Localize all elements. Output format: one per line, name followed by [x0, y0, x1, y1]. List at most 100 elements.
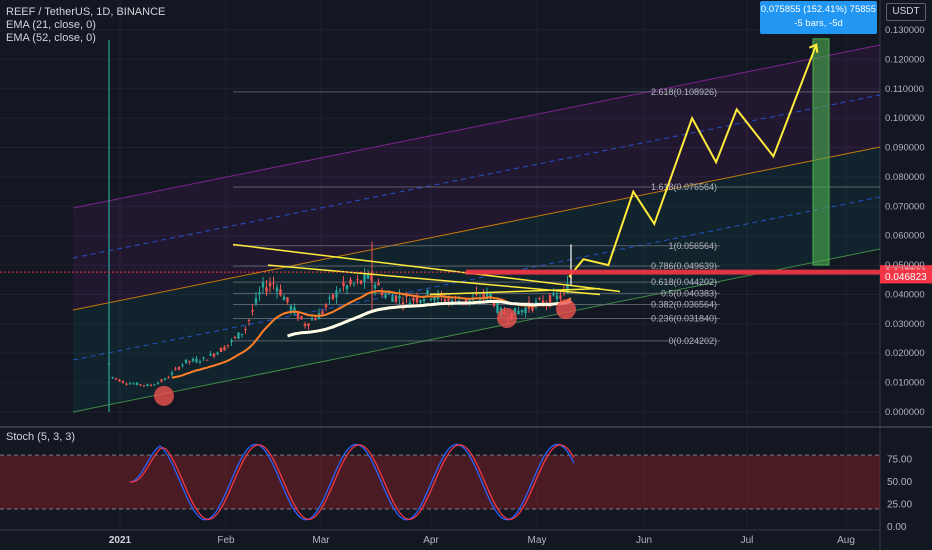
candle-body — [552, 293, 555, 296]
symbol-legend[interactable]: REEF / TetherUS, 1D, BINANCE — [6, 6, 166, 18]
candle-body — [296, 312, 300, 319]
resistance-trendline — [232, 243, 621, 293]
price-tick-label: 0.130000 — [885, 25, 925, 36]
candle-body — [167, 377, 170, 379]
time-tick-label: Jun — [636, 535, 652, 546]
candle-body — [422, 299, 426, 302]
candle-body — [219, 347, 223, 352]
fib-label: 0(0.024202) — [668, 336, 717, 346]
candle-body — [128, 383, 132, 385]
projection-path — [568, 44, 818, 278]
price-tick-label: 0.080000 — [885, 172, 925, 183]
channel-fill — [73, 147, 880, 412]
candle-body — [338, 290, 342, 292]
ema21-line — [171, 289, 572, 379]
fib-label: 1(0.056564) — [668, 241, 717, 251]
candle-body — [261, 282, 265, 288]
candle-body — [314, 318, 317, 321]
ema52-legend[interactable]: EMA (52, close, 0) — [6, 32, 96, 44]
ema21-legend[interactable]: EMA (21, close, 0) — [6, 19, 96, 31]
fib-label: 2.618(0.108926) — [651, 87, 717, 97]
candle-body — [352, 283, 356, 285]
candle-body — [496, 302, 499, 313]
candle-body — [398, 295, 401, 299]
channel-line — [72, 248, 881, 413]
candle-body — [202, 357, 205, 359]
stoch-legend[interactable]: Stoch (5, 3, 3) — [6, 431, 76, 443]
ema52-line — [287, 299, 572, 338]
candle-body — [394, 295, 398, 302]
candle-body — [345, 285, 349, 290]
fib-label: 0.618(0.044202) — [651, 277, 717, 287]
candle-body — [373, 284, 377, 289]
candle-body — [181, 364, 184, 366]
candle-body — [223, 346, 226, 351]
fib-label: 1.618(0.076564) — [651, 182, 717, 192]
candle-body — [321, 311, 324, 314]
price-tick-label: 0.100000 — [885, 113, 925, 124]
candle-body — [184, 359, 188, 364]
candle-body — [156, 382, 160, 384]
price-tick-label: 0.090000 — [885, 143, 925, 154]
time-tick-label: 2021 — [109, 535, 132, 546]
candle-body — [429, 298, 433, 300]
candle-body — [349, 279, 352, 285]
candle-body — [303, 323, 307, 327]
candle-body — [174, 368, 177, 370]
candle-body — [331, 294, 335, 299]
candle-body — [226, 344, 230, 346]
candle-body — [275, 287, 279, 292]
candle-body — [534, 301, 538, 305]
candle-body — [188, 360, 191, 362]
time-tick-label: Feb — [217, 535, 235, 546]
candle-body — [258, 292, 261, 295]
candle-body — [198, 361, 202, 363]
candle-body — [212, 353, 216, 357]
candle-body — [209, 354, 212, 356]
candle-body — [513, 307, 517, 315]
candle-body — [555, 295, 559, 300]
candle-body — [310, 319, 314, 321]
price-tick-label: 0.030000 — [885, 319, 925, 330]
stoch-tick-label: 75.00 — [887, 455, 912, 466]
fib-label: 0.786(0.049639) — [651, 261, 717, 271]
stoch-tick-label: 50.00 — [887, 477, 912, 488]
currency-button[interactable]: USDT — [886, 3, 926, 21]
candle-body — [121, 381, 125, 383]
candle-body — [289, 305, 293, 311]
candle-body — [177, 367, 181, 370]
candle-body — [433, 297, 436, 301]
candle-body — [489, 293, 492, 298]
candle-body — [191, 358, 195, 362]
candle-body — [517, 310, 520, 315]
candle-body — [118, 379, 121, 382]
candle-body — [170, 372, 174, 375]
candle-body — [405, 295, 408, 297]
projection-arrowhead — [808, 43, 819, 53]
candle-body — [251, 309, 254, 312]
candle-body — [237, 332, 240, 339]
candle-body — [541, 300, 545, 305]
candle-body — [254, 298, 258, 304]
candle-body — [139, 384, 142, 386]
candle-body — [300, 316, 303, 320]
stoch-tick-label: 0.00 — [887, 522, 907, 533]
candle-body — [142, 385, 146, 387]
candle-body — [482, 292, 485, 298]
candle-body — [468, 299, 471, 301]
low-marker-circle — [154, 385, 174, 406]
measure-line1: 0.075855 (152.41%) 75855 — [760, 4, 877, 15]
candle-body — [247, 319, 251, 321]
candle-body — [272, 283, 275, 285]
time-tick-label: Jul — [741, 535, 754, 546]
candle-body — [408, 302, 412, 306]
candle-body — [401, 302, 405, 305]
candle-body — [359, 280, 363, 284]
candle-body — [282, 296, 286, 301]
candle-body — [111, 376, 114, 378]
candle-body — [286, 297, 289, 303]
candle-body — [380, 291, 384, 296]
target-rect — [812, 38, 830, 266]
candle-body — [485, 291, 489, 300]
